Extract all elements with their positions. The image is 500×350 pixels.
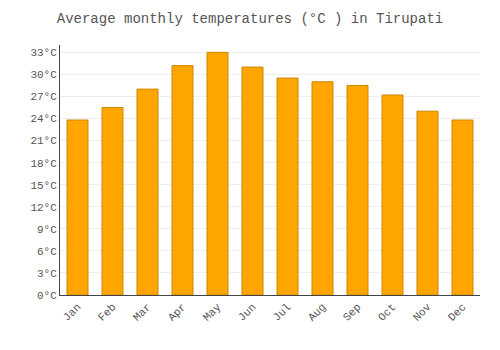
svg-text:Average monthly temperatures (: Average monthly temperatures (°C ) in Ti… bbox=[57, 11, 443, 27]
svg-text:Dec: Dec bbox=[446, 301, 468, 323]
svg-text:33°C: 33°C bbox=[30, 47, 57, 59]
svg-text:Nov: Nov bbox=[411, 301, 434, 324]
svg-text:3°C: 3°C bbox=[37, 268, 57, 280]
svg-text:9°C: 9°C bbox=[37, 224, 57, 236]
svg-text:Oct: Oct bbox=[376, 301, 398, 323]
svg-text:15°C: 15°C bbox=[30, 180, 57, 192]
svg-text:0°C: 0°C bbox=[37, 290, 57, 302]
svg-text:Apr: Apr bbox=[166, 301, 188, 323]
svg-text:6°C: 6°C bbox=[37, 246, 57, 258]
svg-text:Aug: Aug bbox=[306, 301, 328, 323]
svg-text:18°C: 18°C bbox=[30, 158, 57, 170]
svg-text:24°C: 24°C bbox=[30, 113, 57, 125]
svg-text:27°C: 27°C bbox=[30, 91, 57, 103]
svg-text:12°C: 12°C bbox=[30, 202, 57, 214]
svg-text:30°C: 30°C bbox=[30, 69, 57, 81]
svg-text:Feb: Feb bbox=[96, 301, 118, 323]
svg-text:Mar: Mar bbox=[131, 301, 153, 323]
svg-text:Jun: Jun bbox=[236, 301, 258, 323]
svg-text:21°C: 21°C bbox=[30, 135, 57, 147]
svg-text:Jan: Jan bbox=[61, 301, 83, 323]
svg-text:May: May bbox=[201, 301, 224, 324]
svg-text:Sep: Sep bbox=[341, 301, 363, 323]
svg-text:Jul: Jul bbox=[271, 301, 293, 323]
